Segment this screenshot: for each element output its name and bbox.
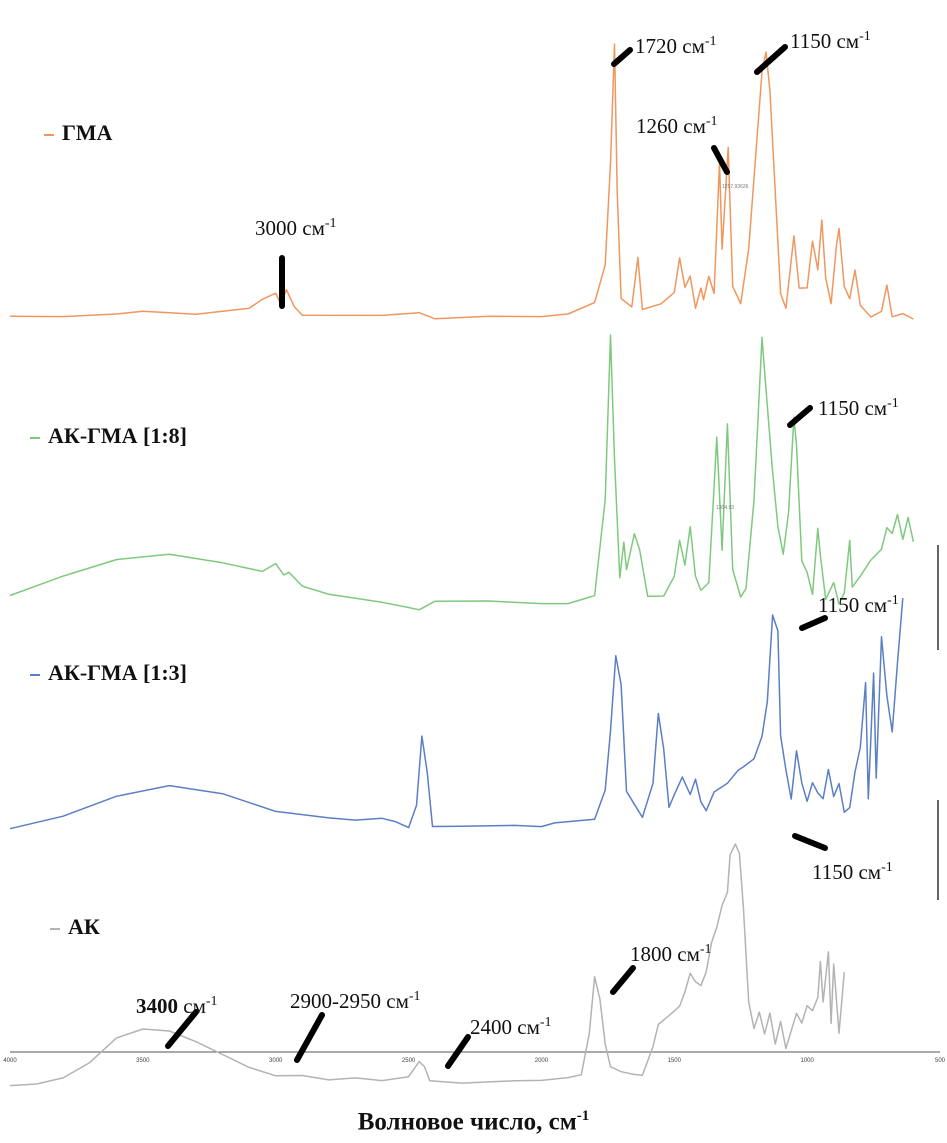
peak-label: 1800 см-1 [630,942,712,966]
legend-swatch [30,436,40,439]
peak-marker [165,1009,199,1049]
legend-item-gma: ГМА [44,120,112,146]
peak-label: 1720 см-1 [635,34,717,58]
x-tick-label: 2500 [402,1058,416,1064]
x-tick-label: 4000 [3,1058,17,1064]
peak-marker [445,1034,471,1069]
peak-tiny-label: 1257.93626 [722,184,749,190]
peak-tiny-labels: 1257.93626 1304.93 [716,184,749,511]
peak-marker [792,833,828,851]
legend-label: ГМА [62,120,113,145]
series-line [9,334,915,611]
peak-label: 2900-2950 см-1 [290,989,421,1013]
x-tick-label: 500 [935,1058,946,1064]
peak-tiny-label: 1304.93 [716,505,734,511]
peak-marker [711,145,730,175]
peak-marker [799,615,828,631]
peak-marker [787,405,813,428]
series-line [9,43,914,320]
legend-item-ak-gma-1-3: АК-ГМА [1:3] [30,660,187,686]
legend-swatch [44,133,54,136]
x-tick-label: 3500 [136,1058,150,1064]
legend-label: АК-ГМА [1:3] [48,660,188,685]
x-tick-label: 1000 [800,1058,814,1064]
peak-marker-lines [165,44,828,1069]
x-tick-label: 2000 [535,1058,549,1064]
peak-label: 2400 см-1 [470,1015,552,1039]
peak-label: 1150 см-1 [812,860,893,884]
peak-label: 1150 см-1 [818,593,899,617]
x-tick-label: 1500 [668,1058,682,1064]
peak-annotations: 1720 см-1 1150 см-1 1260 см-1 3000 см-1 1150… [136,29,899,1039]
legend-swatch [30,673,40,676]
series-line [9,843,846,1087]
peak-label: 1260 см-1 [636,114,718,138]
peak-label: 1150 см-1 [790,29,871,53]
legend-label: АК-ГМА [1:8] [48,423,188,448]
x-axis [10,545,940,1053]
legend-item-ak: АК [50,914,100,940]
legend-item-ak-gma-1-8: АК-ГМА [1:8] [30,423,187,449]
peak-marker [610,965,636,995]
spectra-series [9,43,915,1087]
legend-swatch [50,927,60,930]
peak-label: 3400 см-1 [136,994,218,1018]
peak-label: 3000 см-1 [255,216,337,240]
peak-marker [754,44,788,75]
peak-marker [294,1012,325,1063]
x-tick-labels: 4000 3500 3000 2500 2000 1500 1000 500 [3,1058,945,1064]
series-line [9,598,904,830]
x-axis-title: Волновое число, см-1 [357,1108,590,1136]
legend-label: АК [68,914,100,939]
x-tick-label: 3000 [269,1058,283,1064]
peak-marker [611,47,633,67]
peak-label: 1150 см-1 [818,396,899,420]
